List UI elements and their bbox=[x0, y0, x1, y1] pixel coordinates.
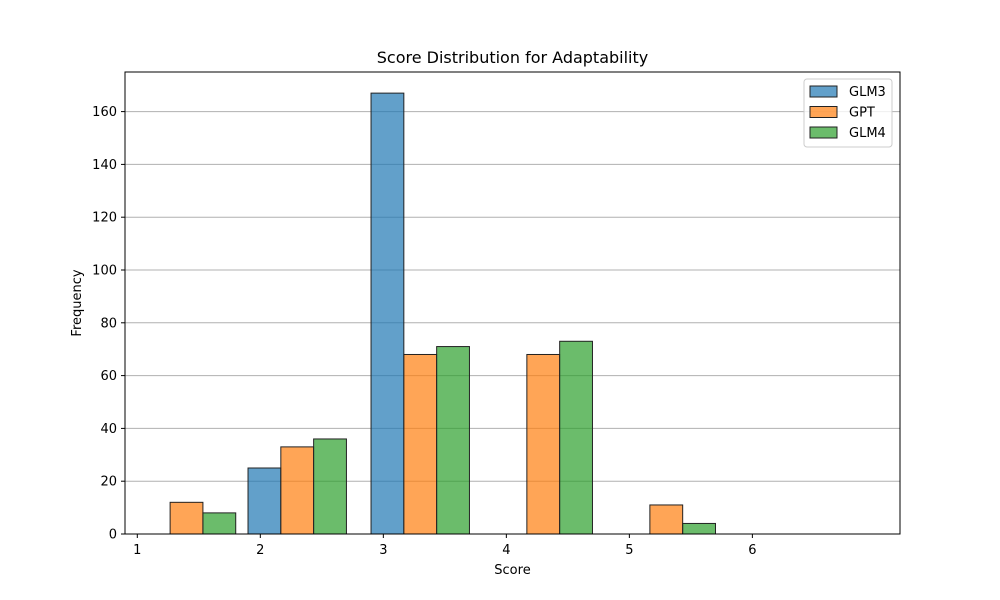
x-tick-label: 5 bbox=[625, 543, 633, 558]
bar-gpt-bin-2 bbox=[280, 446, 315, 535]
legend-label-glm3: GLM3 bbox=[849, 85, 886, 100]
bar-gpt-bin-4 bbox=[526, 353, 561, 535]
plot-frame bbox=[124, 71, 901, 535]
y-tick-label: 120 bbox=[92, 211, 117, 226]
bar-gpt-bin-3 bbox=[403, 353, 438, 535]
x-ticks: 1 2 3 4 5 6 bbox=[133, 534, 757, 558]
x-tick-label: 6 bbox=[748, 543, 756, 558]
grid-layer bbox=[125, 111, 900, 535]
x-tick-label: 3 bbox=[379, 543, 387, 558]
bar-glm4-bin-4 bbox=[559, 340, 593, 535]
y-tick-label: 40 bbox=[100, 422, 117, 437]
legend-label-gpt: GPT bbox=[849, 106, 875, 121]
x-tick-label: 4 bbox=[502, 543, 510, 558]
legend-swatch-gpt bbox=[809, 106, 838, 118]
bar-glm4-bin-2 bbox=[313, 438, 347, 535]
bar-glm3-bin-3 bbox=[370, 92, 405, 535]
y-ticks: 0 20 40 60 80 100 120 140 160 bbox=[92, 105, 125, 543]
y-tick-label: 80 bbox=[100, 316, 117, 331]
legend-label-glm4: GLM4 bbox=[849, 126, 886, 141]
bar-glm4-bin-5 bbox=[682, 522, 716, 535]
x-tick-label: 2 bbox=[256, 543, 264, 558]
bars-layer bbox=[169, 92, 716, 535]
y-tick-label: 0 bbox=[109, 528, 117, 543]
bar-gpt-bin-5 bbox=[649, 504, 684, 535]
chart-title: Score Distribution for Adaptability bbox=[377, 48, 649, 67]
bar-glm4-bin-1 bbox=[202, 512, 237, 535]
x-tick-label: 1 bbox=[133, 543, 141, 558]
y-axis-label: Frequency bbox=[70, 269, 85, 336]
y-tick-label: 160 bbox=[92, 105, 117, 120]
bar-gpt-bin-1 bbox=[169, 501, 204, 535]
y-tick-label: 60 bbox=[100, 369, 117, 384]
y-tick-label: 140 bbox=[92, 158, 117, 173]
x-axis-label: Score bbox=[494, 563, 530, 578]
legend-swatch-glm3 bbox=[809, 85, 838, 98]
bar-glm3-bin-2 bbox=[247, 467, 282, 535]
bar-glm4-bin-3 bbox=[436, 346, 470, 535]
legend: GLM3 GPT GLM4 bbox=[803, 78, 893, 148]
legend-swatch-glm4 bbox=[809, 126, 838, 139]
y-tick-label: 100 bbox=[92, 264, 117, 279]
y-tick-label: 20 bbox=[100, 475, 117, 490]
